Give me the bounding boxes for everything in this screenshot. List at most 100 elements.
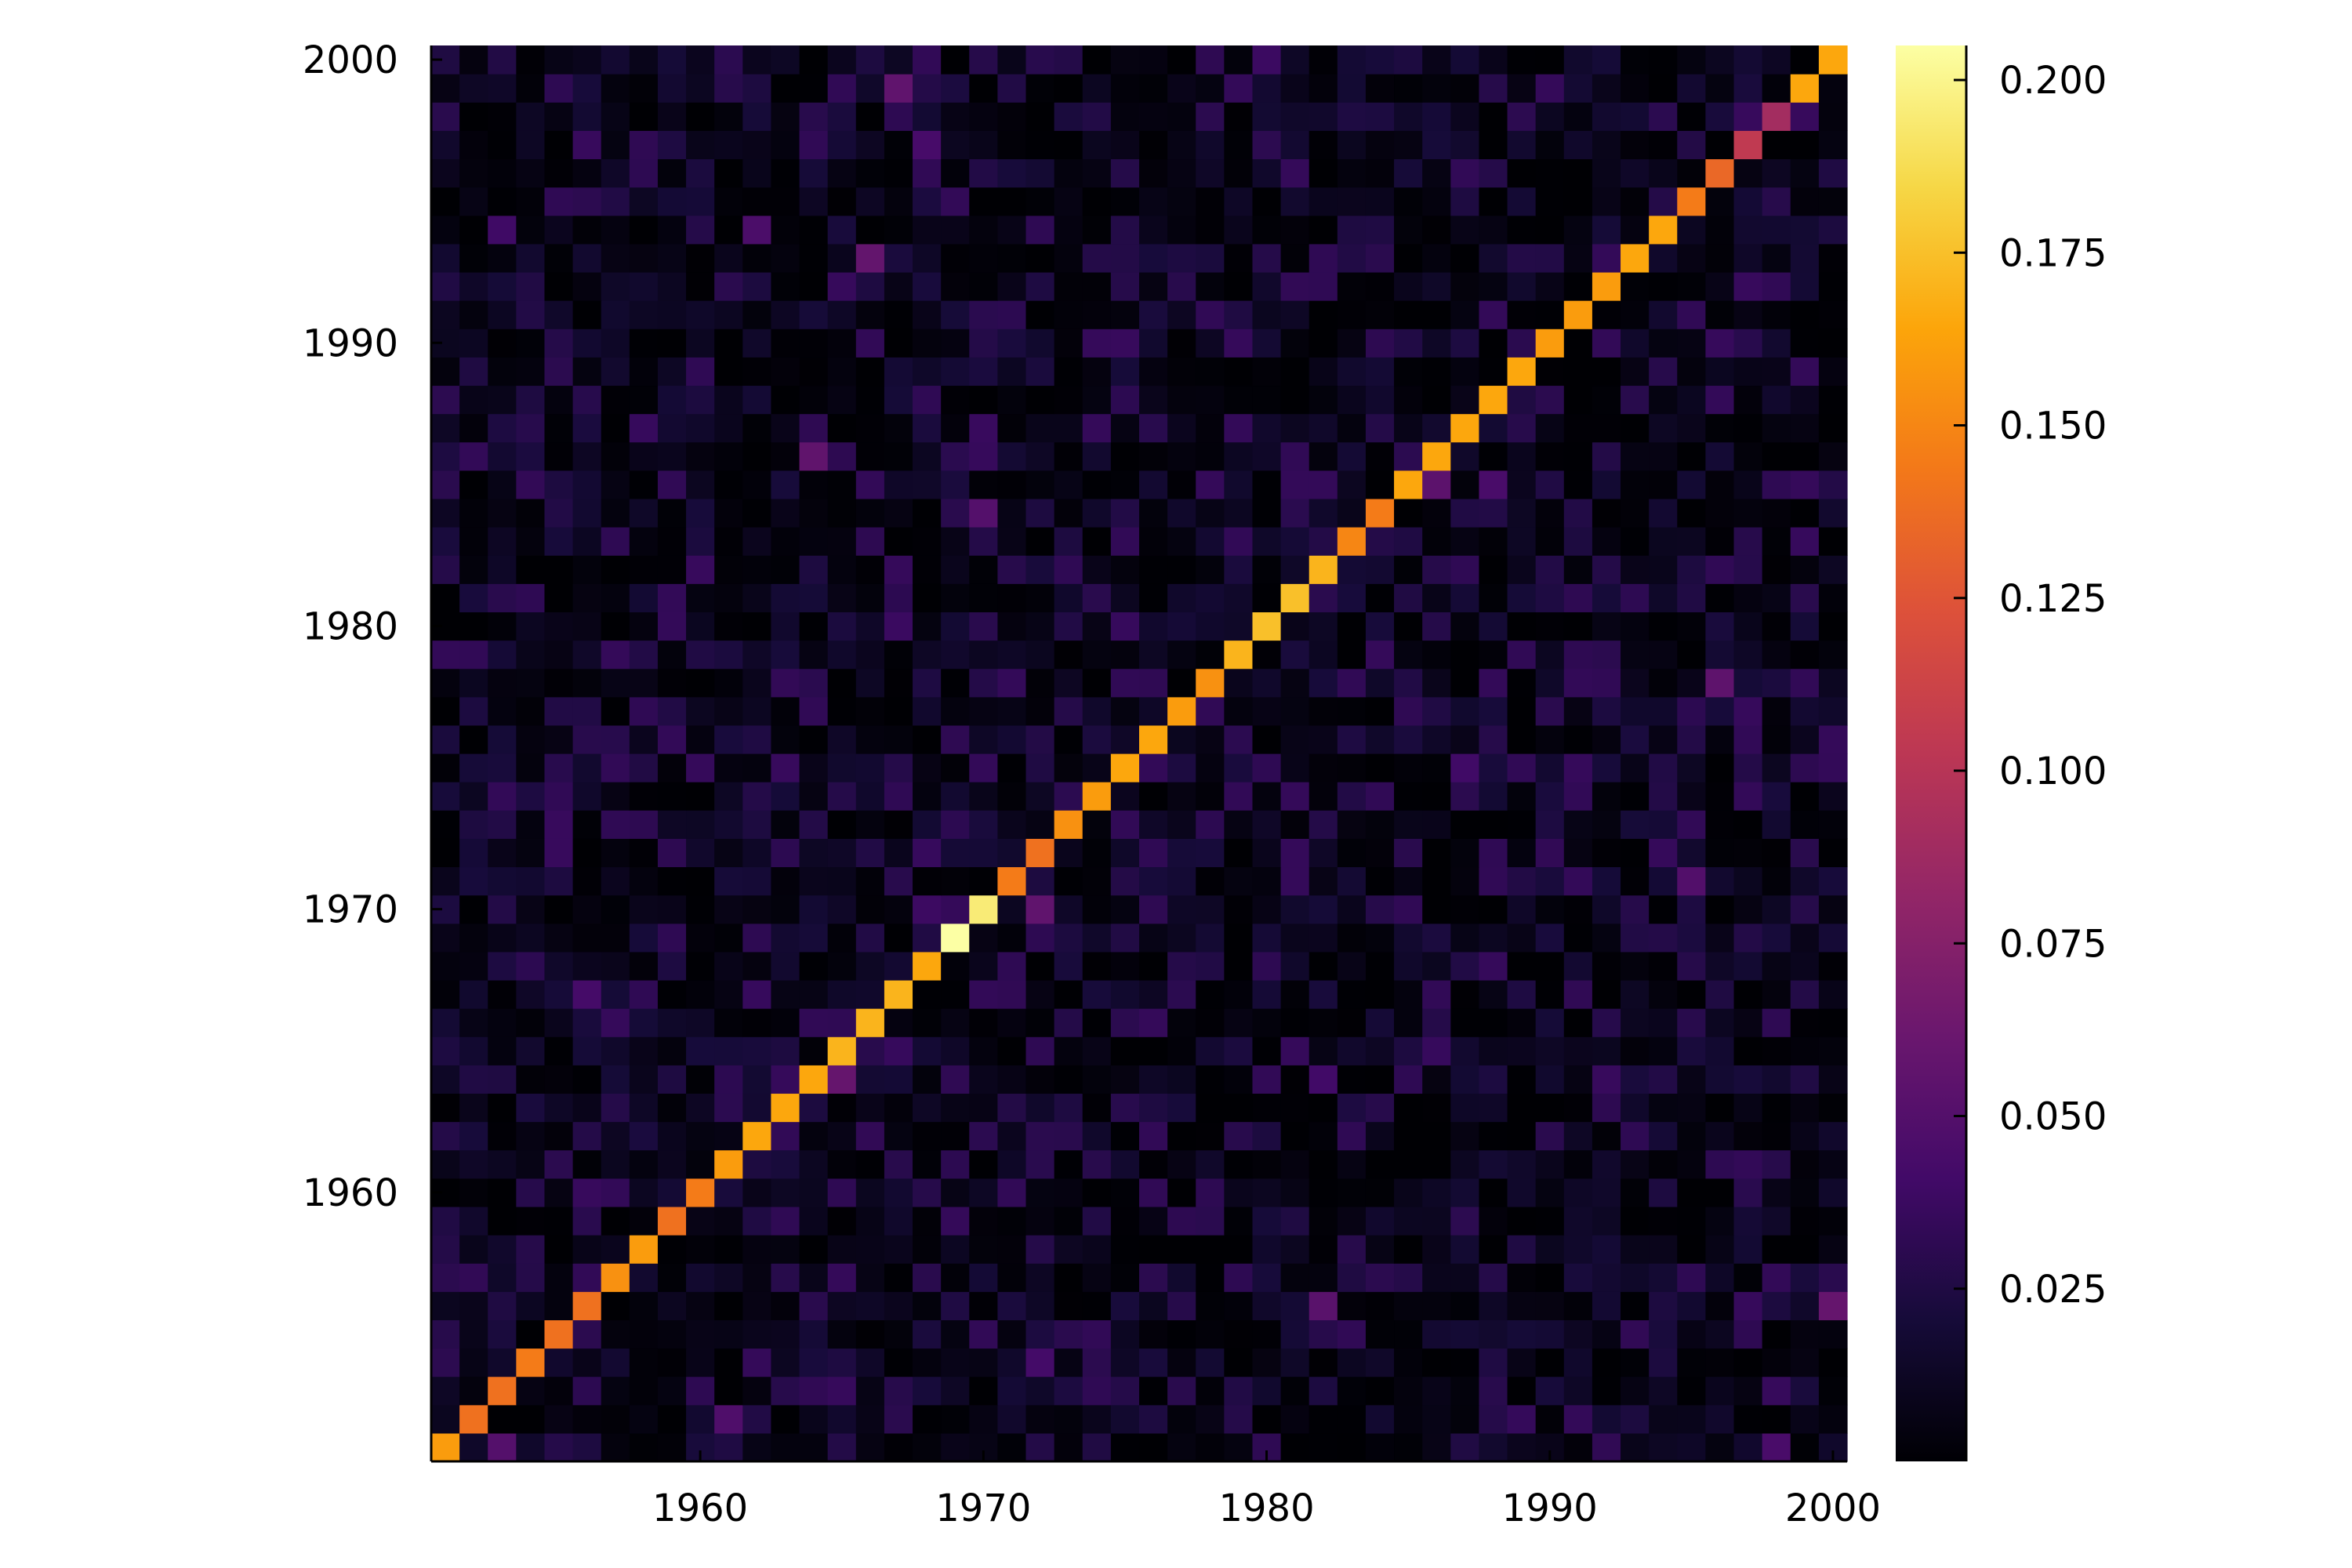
heatmap-cell [1592, 243, 1621, 273]
heatmap-cell [1167, 951, 1196, 981]
heatmap-cell [1394, 74, 1423, 103]
heatmap-cell [1252, 895, 1282, 924]
heatmap-cell [459, 215, 488, 245]
heatmap-cell [714, 838, 743, 868]
heatmap-cell [714, 724, 743, 754]
heatmap-cell [1025, 45, 1055, 74]
heatmap-cell [1733, 413, 1763, 443]
heatmap-cell [572, 271, 602, 301]
heatmap-cell [1733, 1121, 1763, 1151]
heatmap-cell [459, 1206, 488, 1236]
heatmap-cell [1167, 838, 1196, 868]
heatmap-cell [516, 895, 546, 924]
heatmap-cell [1563, 215, 1593, 245]
heatmap-cell [771, 979, 800, 1009]
heatmap-cell [1450, 1008, 1480, 1037]
heatmap-cell [459, 1036, 488, 1065]
heatmap-cell [1677, 158, 1706, 188]
heatmap-cell [1563, 895, 1593, 924]
heatmap-cell [1422, 328, 1451, 358]
heatmap-cell [1705, 1121, 1735, 1151]
heatmap-cell [742, 1404, 772, 1434]
heatmap-cell [1139, 1432, 1168, 1462]
heatmap-cell [1308, 328, 1338, 358]
heatmap-cell [1649, 1093, 1678, 1123]
heatmap-cell [742, 470, 772, 499]
heatmap-cell [1394, 271, 1423, 301]
heatmap-cell [1507, 470, 1537, 499]
heatmap-cell [1479, 1319, 1508, 1349]
heatmap-cell [1394, 357, 1423, 387]
heatmap-cell [1196, 1376, 1225, 1406]
heatmap-cell [1507, 1432, 1537, 1462]
heatmap-cell [1054, 1319, 1083, 1349]
heatmap-cell [855, 527, 885, 556]
heatmap-cell [1592, 158, 1621, 188]
heatmap-cell [969, 130, 998, 160]
heatmap-cell [1252, 1404, 1282, 1434]
heatmap-cell [1054, 753, 1083, 782]
heatmap-cell [884, 215, 913, 245]
heatmap-cell [601, 470, 630, 499]
heatmap-cell [544, 1206, 574, 1236]
heatmap-cell [1563, 724, 1593, 754]
heatmap-cell [1365, 866, 1395, 896]
heatmap-cell [1762, 328, 1791, 358]
heatmap-cell [1621, 923, 1650, 953]
heatmap-cell [855, 753, 885, 782]
heatmap-cell [799, 300, 829, 329]
heatmap-cell [1422, 782, 1451, 811]
heatmap-cell [629, 1348, 659, 1377]
heatmap-cell [1677, 470, 1706, 499]
heatmap-cell [827, 328, 857, 358]
heatmap-cell [827, 271, 857, 301]
heatmap-cell [969, 1263, 998, 1292]
heatmap-cell [572, 612, 602, 641]
heatmap-cell [941, 1376, 970, 1406]
heatmap-cell [827, 130, 857, 160]
heatmap-cell [1535, 1235, 1565, 1264]
heatmap-cell [1224, 1404, 1254, 1434]
heatmap-cell [1422, 1376, 1451, 1406]
heatmap-cell [827, 1121, 857, 1151]
heatmap-cell [459, 895, 488, 924]
heatmap-cell [1818, 810, 1848, 839]
heatmap-cell [969, 385, 998, 415]
heatmap-cell [1563, 1263, 1593, 1292]
heatmap-cell [431, 187, 460, 216]
heatmap-cell [1479, 895, 1508, 924]
heatmap-cell [827, 527, 857, 556]
heatmap-cell [1337, 1065, 1367, 1094]
heatmap-cell [742, 102, 772, 131]
heatmap-cell [1252, 102, 1282, 131]
heatmap-cell [1535, 1121, 1565, 1151]
heatmap-cell [1592, 357, 1621, 387]
heatmap-cell [488, 527, 517, 556]
heatmap-cell [1167, 328, 1196, 358]
heatmap-cell [1224, 640, 1254, 670]
heatmap-cell [1196, 413, 1225, 443]
heatmap-cell [827, 640, 857, 670]
heatmap-cell [1139, 357, 1168, 387]
heatmap-cell [459, 696, 488, 726]
heatmap-cell [601, 782, 630, 811]
heatmap-cell [601, 696, 630, 726]
colorbar-tick-label: 0.050 [1999, 1095, 2107, 1139]
heatmap-cell [1337, 1376, 1367, 1406]
heatmap-cell [1563, 1348, 1593, 1377]
heatmap-cell [1280, 612, 1310, 641]
heatmap-cell [431, 1149, 460, 1179]
heatmap-cell [1450, 1348, 1480, 1377]
heatmap-cell [1535, 895, 1565, 924]
heatmap-cell [799, 271, 829, 301]
heatmap-cell [1677, 979, 1706, 1009]
heatmap-cell [1790, 1291, 1820, 1320]
heatmap-cell [1167, 696, 1196, 726]
heatmap-cell [1507, 895, 1537, 924]
heatmap-cell [431, 413, 460, 443]
heatmap-cell [686, 300, 715, 329]
heatmap-cell [1139, 243, 1168, 273]
heatmap-cell [771, 357, 800, 387]
heatmap-cell [1507, 215, 1537, 245]
